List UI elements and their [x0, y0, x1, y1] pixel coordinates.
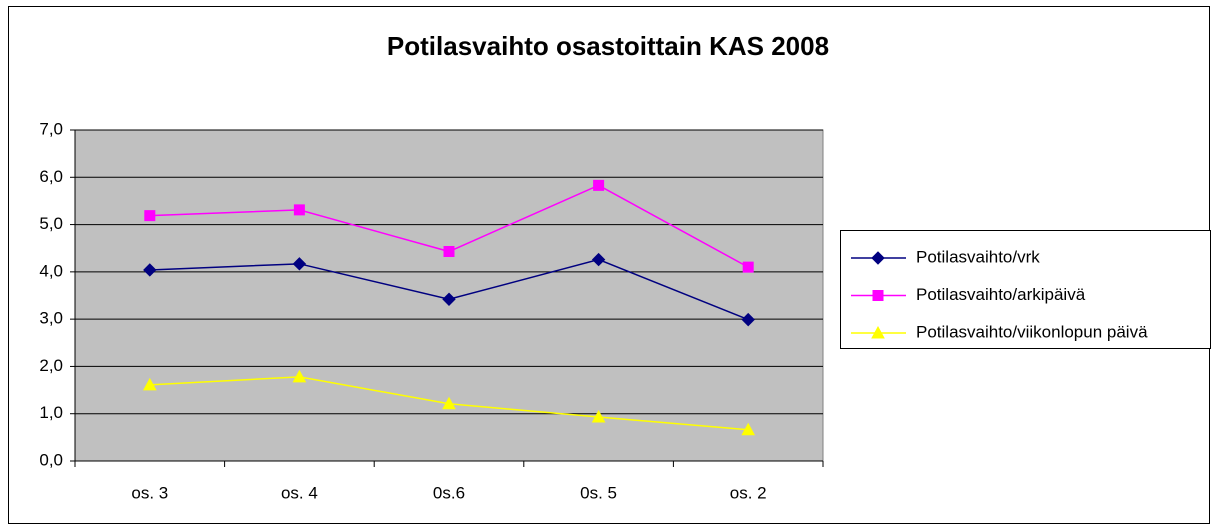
marker: [292, 369, 307, 383]
y-tick-label: 5,0: [39, 214, 63, 233]
x-tick-label: os. 3: [131, 483, 168, 502]
legend-label: Potilasvaihto/viikonlopun päivä: [916, 322, 1148, 341]
y-tick-label: 0,0: [39, 450, 63, 469]
legend-label: Potilasvaihto/vrk: [916, 247, 1040, 266]
marker: [143, 263, 157, 277]
legend-label: Potilasvaihto/arkipäivä: [916, 285, 1086, 304]
marker: [741, 312, 755, 327]
chart-title: Potilasvaihto osastoittain KAS 2008: [387, 31, 829, 61]
x-tick-label: 0s. 5: [580, 483, 617, 502]
y-tick-label: 6,0: [39, 167, 63, 186]
marker: [591, 409, 606, 423]
x-tick-label: os. 2: [730, 483, 767, 502]
y-tick-label: 4,0: [39, 261, 63, 280]
marker: [871, 325, 885, 339]
marker: [741, 422, 756, 436]
marker: [871, 251, 885, 265]
marker: [591, 252, 606, 267]
marker: [442, 292, 456, 306]
x-tick-label: os. 4: [281, 483, 318, 502]
marker: [292, 257, 307, 271]
marker: [593, 179, 605, 191]
marker: [742, 261, 754, 273]
x-tick-label: 0s.6: [433, 483, 465, 502]
marker: [442, 396, 456, 410]
marker: [142, 377, 157, 391]
marker: [872, 290, 884, 301]
y-tick-label: 3,0: [39, 309, 63, 328]
y-tick-label: 7,0: [39, 119, 63, 138]
marker: [443, 246, 455, 258]
y-tick-label: 2,0: [39, 356, 63, 375]
marker: [144, 210, 156, 222]
marker: [293, 204, 305, 216]
y-tick-label: 1,0: [39, 403, 63, 422]
legend-box: [840, 230, 1211, 349]
